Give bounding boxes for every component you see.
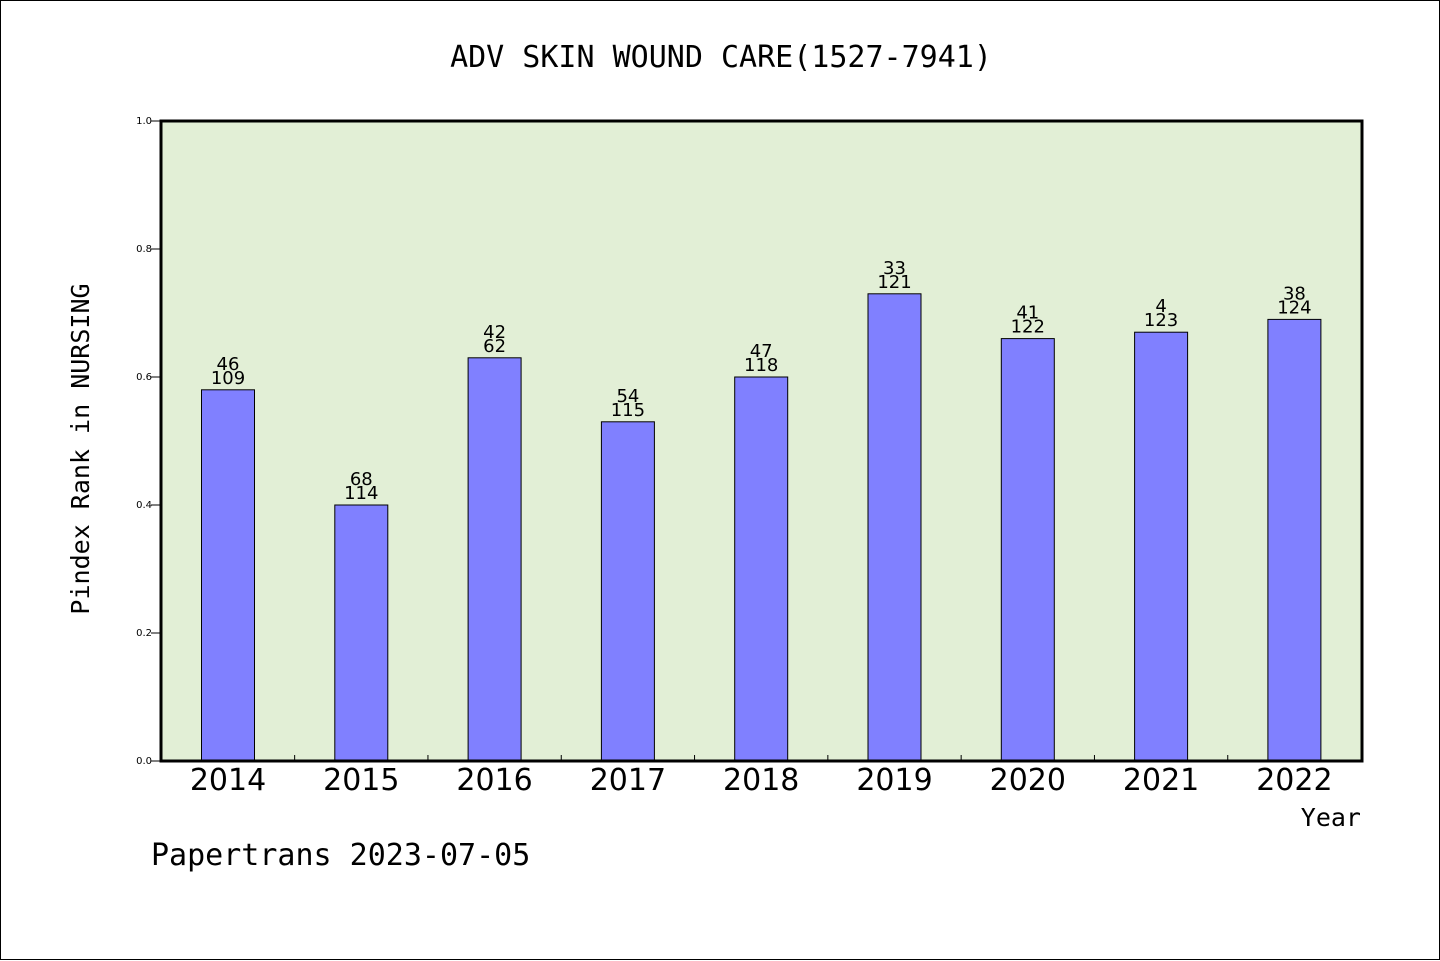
bar-label-top-2021: 4 [1155, 296, 1166, 317]
bar-label-bottom-2019: 121 [877, 272, 911, 293]
plot-frame [159, 119, 1364, 763]
bar-label-bottom-2017: 115 [611, 400, 645, 421]
x-tick-label-2020: 2020 [990, 763, 1066, 798]
bar-label-top-2016: 42 [483, 322, 506, 343]
bar-label-bottom-2016: 62 [483, 336, 506, 357]
bar-label-top-2014: 46 [217, 354, 240, 375]
x-tick-label-2017: 2017 [590, 763, 666, 798]
x-axis-label: Year [1301, 803, 1361, 832]
x-tick-label-2021: 2021 [1123, 763, 1199, 798]
bar-label-top-2018: 47 [750, 341, 773, 362]
bar-label-top-2015: 68 [350, 469, 373, 490]
y-axis-label: Pindex Rank in NURSING [66, 283, 95, 614]
bar-2016 [467, 357, 522, 762]
bar-2017 [600, 421, 655, 762]
bar-label-bottom-2022: 124 [1277, 297, 1311, 318]
chart-title: ADV SKIN WOUND CARE(1527-7941) [450, 40, 992, 75]
bar-2021 [1134, 331, 1189, 762]
bar-2018 [734, 376, 789, 762]
bar-label-top-2022: 38 [1283, 283, 1306, 304]
bar-label-top-2017: 54 [616, 386, 639, 407]
bar-label-top-2019: 33 [883, 258, 906, 279]
bar-2022 [1267, 318, 1322, 762]
x-tick-label-2014: 2014 [190, 763, 266, 798]
bar-label-bottom-2018: 118 [744, 355, 778, 376]
x-tick-label-2015: 2015 [323, 763, 399, 798]
x-tick-label-2019: 2019 [856, 763, 932, 798]
bar-label-bottom-2021: 123 [1144, 310, 1178, 331]
x-tick-label-2022: 2022 [1256, 763, 1332, 798]
bar-2019 [867, 293, 922, 762]
footer-credit: Papertrans 2023-07-05 [151, 838, 530, 873]
y-tick-label: 0.2 [136, 628, 152, 639]
bar-2014 [201, 389, 255, 762]
bar-label-bottom-2014: 109 [211, 368, 245, 389]
y-tick-label: 0.6 [136, 372, 152, 383]
axis-ticks: 2014 2015 2016 2017 2018 2019 2020 2021 2022 0.0 0… [136, 116, 1332, 798]
y-tick-label: 1.0 [136, 116, 152, 127]
y-tick-label: 0.0 [136, 756, 152, 767]
bar-label-bottom-2020: 122 [1011, 317, 1045, 338]
bar-2015 [334, 504, 389, 762]
x-tick-label-2018: 2018 [723, 763, 799, 798]
y-tick-label: 0.8 [136, 244, 152, 255]
bar-label-top-2020: 41 [1016, 303, 1039, 324]
bar-2020 [1000, 338, 1055, 762]
x-tick-label-2016: 2016 [456, 763, 532, 798]
y-tick-label: 0.4 [136, 500, 152, 511]
bar-label-bottom-2015: 114 [344, 483, 378, 504]
